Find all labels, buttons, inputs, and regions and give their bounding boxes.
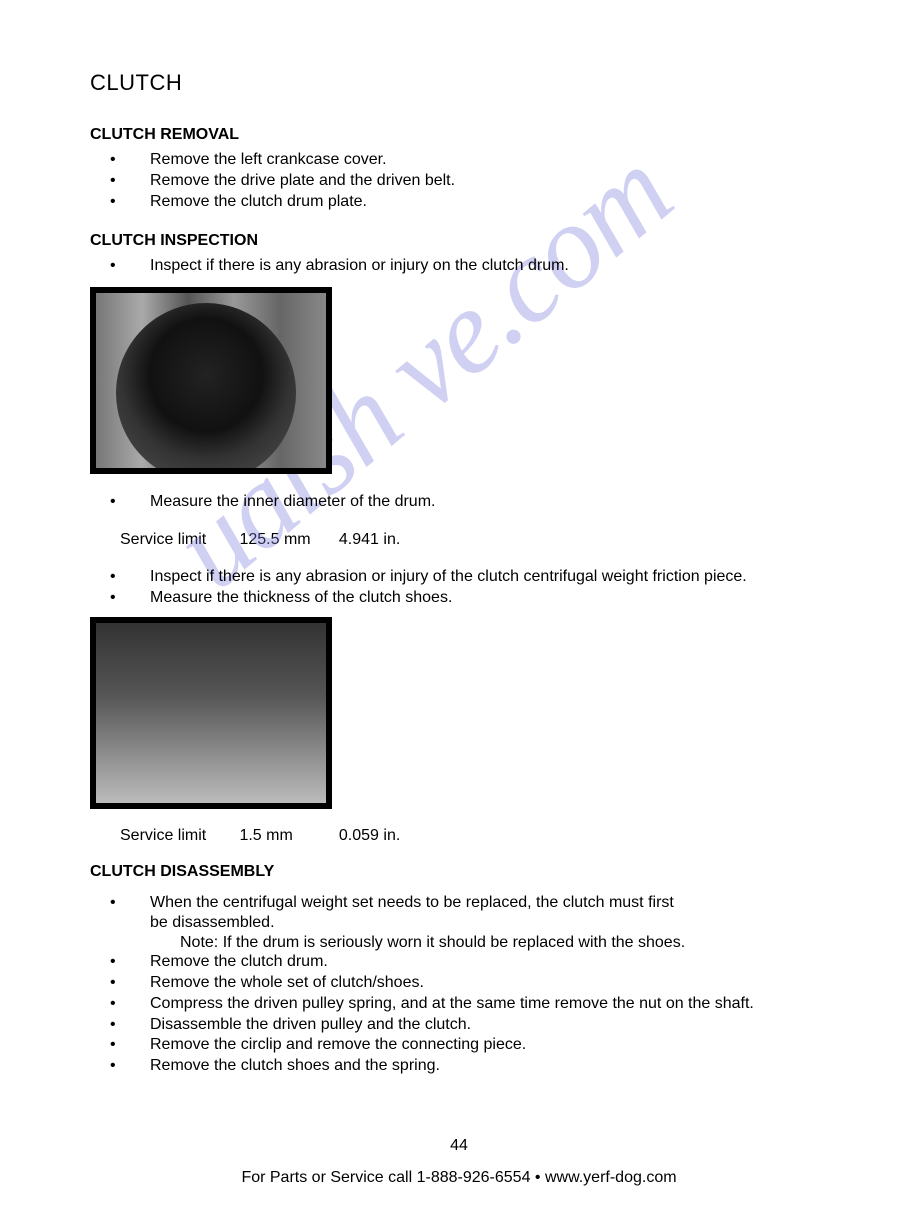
list-item: Remove the clutch drum.: [110, 952, 828, 973]
list-item: Inspect if there is any abrasion or inju…: [110, 567, 828, 588]
clutch-shoe-image: [90, 617, 332, 809]
list-item: Remove the drive plate and the driven be…: [110, 171, 828, 192]
heading-removal: CLUTCH REMOVAL: [90, 126, 828, 144]
heading-disassembly: CLUTCH DISASSEMBLY: [90, 863, 828, 881]
service-in: 0.059 in.: [339, 827, 400, 845]
list-item: Compress the driven pulley spring, and a…: [110, 994, 828, 1015]
service-label: Service limit: [120, 827, 235, 845]
disassembly-list: When the centrifugal weight set needs to…: [90, 893, 828, 935]
list-item: Measure the thickness of the clutch shoe…: [110, 588, 828, 609]
service-mm: 1.5 mm: [239, 827, 334, 845]
list-item: Remove the circlip and remove the connec…: [110, 1035, 828, 1056]
service-in: 4.941 in.: [339, 531, 400, 549]
list-item: Remove the whole set of clutch/shoes.: [110, 973, 828, 994]
inspection-list-b: Measure the inner diameter of the drum.: [90, 492, 828, 513]
list-item: Inspect if there is any abrasion or inju…: [110, 256, 828, 277]
list-item: When the centrifugal weight set needs to…: [110, 893, 828, 935]
inspection-list-a: Inspect if there is any abrasion or inju…: [90, 256, 828, 277]
list-item: Disassemble the driven pulley and the cl…: [110, 1015, 828, 1036]
list-item: Remove the clutch drum plate.: [110, 192, 828, 213]
disassembly-list-rest: Remove the clutch drum. Remove the whole…: [90, 952, 828, 1077]
inspection-list-c: Inspect if there is any abrasion or inju…: [90, 567, 828, 609]
service-mm: 125.5 mm: [239, 531, 334, 549]
service-limit-2: Service limit 1.5 mm 0.059 in.: [90, 827, 828, 845]
list-item: Remove the left crankcase cover.: [110, 150, 828, 171]
list-item: Measure the inner diameter of the drum.: [110, 492, 828, 513]
footer-line: For Parts or Service call 1-888-926-6554…: [90, 1169, 828, 1187]
footer: 44 For Parts or Service call 1-888-926-6…: [90, 1137, 828, 1187]
service-label: Service limit: [120, 531, 235, 549]
page-title: CLUTCH: [90, 70, 828, 96]
line: be disassembled.: [150, 914, 275, 931]
service-limit-1: Service limit 125.5 mm 4.941 in.: [90, 531, 828, 549]
note-line: Note: If the drum is seriously worn it s…: [90, 934, 828, 952]
drum-shape: [116, 303, 296, 474]
page-number: 44: [90, 1137, 828, 1155]
clutch-drum-image: [90, 287, 332, 474]
page: ualsh ve.com CLUTCH CLUTCH REMOVAL Remov…: [0, 0, 918, 1217]
list-item: Remove the clutch shoes and the spring.: [110, 1056, 828, 1077]
removal-list: Remove the left crankcase cover. Remove …: [90, 150, 828, 212]
heading-inspection: CLUTCH INSPECTION: [90, 232, 828, 250]
line: When the centrifugal weight set needs to…: [150, 894, 674, 911]
